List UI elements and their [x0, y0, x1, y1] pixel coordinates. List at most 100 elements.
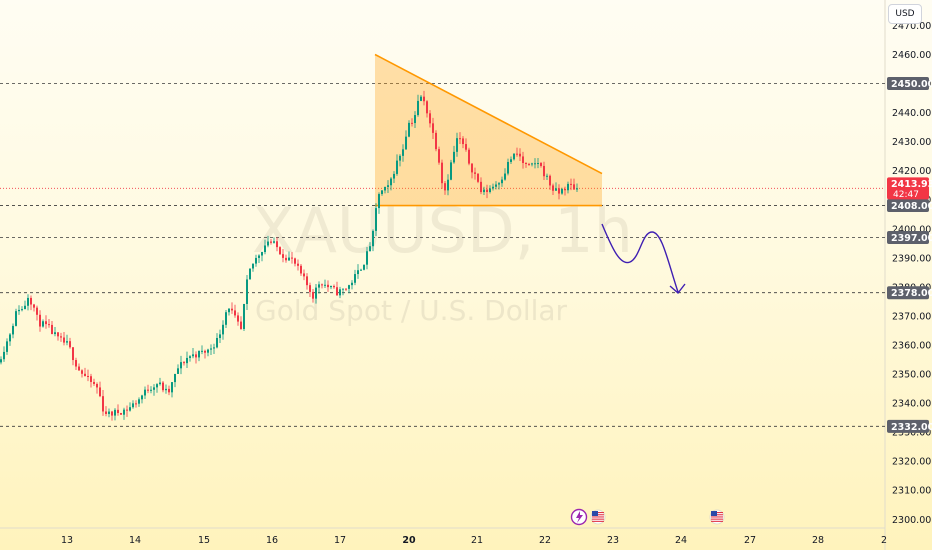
candle-body — [336, 287, 338, 296]
flag-stripe — [711, 520, 723, 522]
candle-body — [219, 334, 221, 339]
candle-body — [126, 409, 128, 411]
candle-body — [258, 255, 260, 258]
candle-body — [381, 190, 383, 195]
flag-stripe — [592, 520, 604, 522]
candle-body — [570, 183, 572, 185]
candle-body — [180, 362, 182, 369]
candle-body — [0, 359, 2, 363]
level-badge-bg — [887, 419, 929, 433]
candle-body — [561, 189, 563, 194]
candle-body — [528, 163, 530, 165]
candle-body — [228, 308, 230, 313]
candle-body — [192, 354, 194, 357]
level-badge-bg — [887, 286, 929, 300]
time-tick-label: 21 — [471, 535, 483, 546]
time-axis[interactable]: 13 14 15 16 17 20 21 22 23 24 27 28 2 — [61, 535, 887, 546]
candle-body — [531, 163, 533, 165]
candle-body — [201, 350, 203, 352]
candle-body — [447, 179, 449, 191]
descending-triangle-pattern[interactable] — [374, 53, 603, 207]
candle-body — [138, 399, 140, 404]
candle-body — [27, 297, 29, 306]
candle-body — [567, 183, 569, 191]
price-tick-label: 2430.00 — [892, 137, 931, 148]
triangle-fill — [375, 54, 602, 206]
time-tick-label: 23 — [607, 535, 619, 546]
level-badge-bg — [887, 199, 929, 213]
candle-body — [309, 285, 311, 292]
candle-body — [378, 194, 380, 209]
candle-body — [360, 269, 362, 271]
candle-body — [39, 314, 41, 327]
candle-body — [504, 173, 506, 180]
last-price-text: 2413.93 — [891, 179, 932, 190]
flag-stripe — [592, 518, 604, 520]
economic-events[interactable] — [570, 508, 725, 526]
candle-body — [207, 349, 209, 353]
candle-body — [93, 381, 95, 384]
currency-selector[interactable]: USD — [888, 4, 922, 24]
time-tick-label: 13 — [61, 535, 73, 546]
candle-body — [297, 263, 299, 266]
candle-body — [270, 241, 272, 243]
candle-body — [222, 324, 224, 335]
triangle-upper-trendline[interactable] — [374, 53, 603, 175]
time-tick-label: 27 — [744, 535, 756, 546]
candle-body — [477, 173, 479, 182]
candle-body — [471, 163, 473, 173]
time-tick-label: 22 — [539, 535, 551, 546]
candle-body — [417, 100, 419, 116]
price-tick-label: 2460.00 — [892, 50, 931, 61]
candle-body — [327, 284, 329, 288]
candle-body — [405, 136, 407, 150]
candle-body — [12, 325, 14, 335]
candle-body — [114, 409, 116, 416]
time-tick-label: 24 — [675, 535, 687, 546]
description-watermark: Gold Spot / U.S. Dollar — [255, 294, 568, 327]
candle-body — [519, 153, 521, 157]
lightning-event-icon[interactable] — [570, 508, 588, 526]
candle-body — [402, 149, 404, 156]
us-flag-event-icon[interactable] — [709, 509, 725, 525]
candle-body — [465, 144, 467, 150]
candle-body — [324, 284, 326, 286]
candle-body — [36, 307, 38, 315]
candle-body — [354, 274, 356, 283]
candle-body — [450, 162, 452, 180]
candle-body — [63, 337, 65, 343]
candle-body — [246, 279, 248, 304]
flag-canton — [711, 511, 717, 516]
projection-arrow[interactable] — [601, 223, 686, 295]
candle-body — [366, 251, 368, 265]
level-badge-text: 2378.00 — [891, 288, 932, 299]
arrow-head-icon — [669, 283, 686, 295]
candle-body — [513, 153, 515, 160]
flag-stripe — [711, 518, 723, 520]
candle-body — [261, 252, 263, 256]
candle-body — [510, 159, 512, 162]
candle-body — [342, 288, 344, 290]
time-tick-label: 20 — [402, 535, 416, 546]
price-tick-label: 2340.00 — [892, 399, 931, 410]
candle-body — [72, 347, 74, 361]
candle-body — [159, 382, 161, 385]
price-tick-label: 2440.00 — [892, 108, 931, 119]
candle-body — [42, 321, 44, 327]
candle-body — [129, 407, 131, 411]
candle-body — [420, 96, 422, 101]
candle-body — [153, 387, 155, 390]
bar-countdown-text: 42:47 — [893, 190, 919, 200]
projection-curve[interactable] — [601, 223, 679, 293]
candle-body — [351, 282, 353, 286]
candle-body — [540, 163, 542, 166]
candle-body — [348, 285, 350, 289]
candle-body — [117, 409, 119, 414]
us-flag-event-icon[interactable] — [590, 509, 606, 525]
candle-body — [6, 341, 8, 352]
price-tick-label: 2330.00 — [892, 428, 931, 439]
level-badge-text: 2397.00 — [891, 233, 932, 244]
candle-body — [543, 165, 545, 177]
